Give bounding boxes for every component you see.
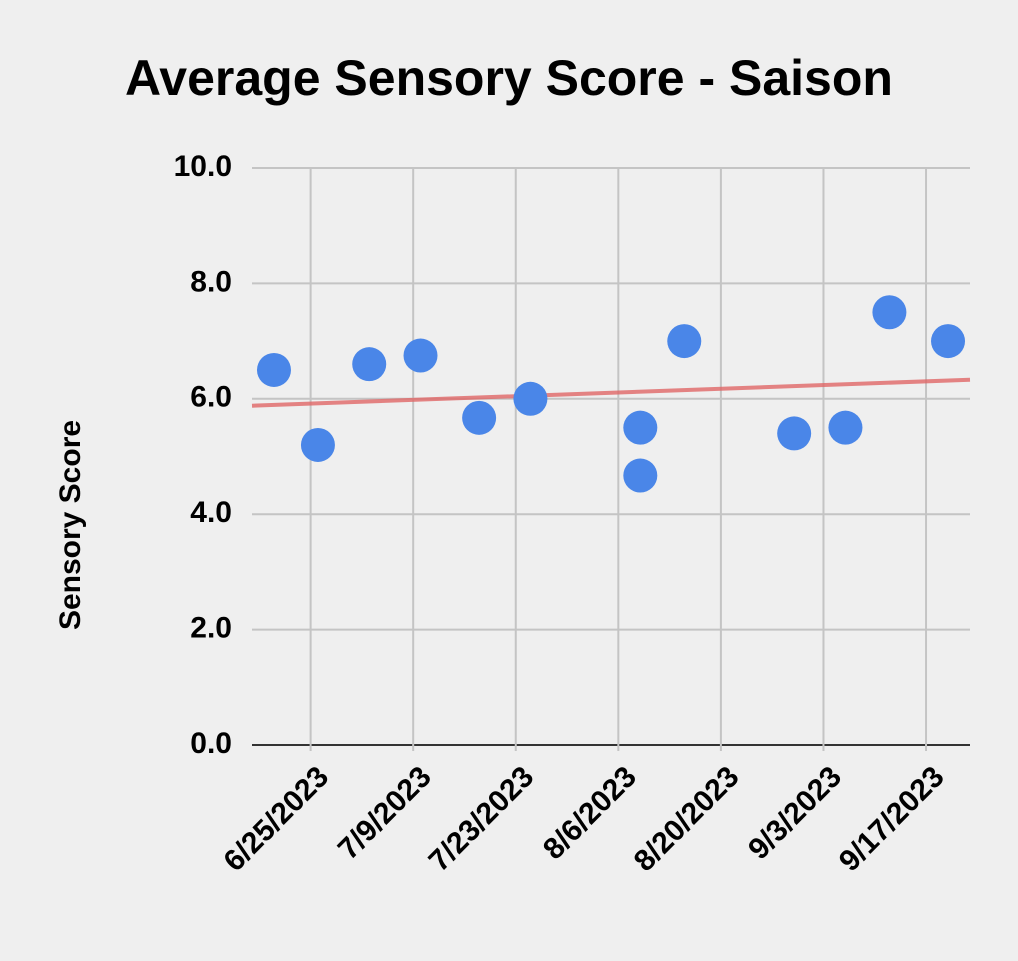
point	[777, 416, 812, 451]
point	[667, 324, 702, 359]
x-tick-label: 6/25/2023	[217, 760, 335, 878]
point	[931, 324, 966, 359]
trendline	[251, 377, 971, 408]
y-tick-label: 4.0	[190, 496, 232, 529]
point	[623, 410, 658, 445]
x-tick-label: 9/17/2023	[833, 760, 951, 878]
x-tick-label: 8/6/2023	[537, 760, 643, 866]
point	[352, 347, 387, 382]
point	[403, 338, 438, 373]
x-tick-label: 7/23/2023	[423, 760, 541, 878]
point	[256, 352, 291, 387]
point	[513, 381, 548, 416]
point	[462, 400, 497, 435]
point	[300, 427, 335, 462]
y-axis-label: Sensory Score	[54, 420, 87, 630]
y-tick-label: 10.0	[174, 150, 232, 183]
chart-title: Average Sensory Score - Saison	[125, 50, 893, 106]
point	[828, 410, 863, 445]
x-tick-label: 9/3/2023	[742, 760, 848, 866]
x-tick-label: 7/9/2023	[332, 760, 438, 866]
y-tick-label: 8.0	[190, 265, 232, 298]
point	[623, 458, 658, 493]
y-tick-label: 0.0	[190, 727, 232, 760]
y-tick-label: 6.0	[190, 381, 232, 414]
point	[872, 295, 907, 330]
x-tick-label: 8/20/2023	[628, 760, 746, 878]
y-tick-label: 2.0	[190, 612, 232, 645]
